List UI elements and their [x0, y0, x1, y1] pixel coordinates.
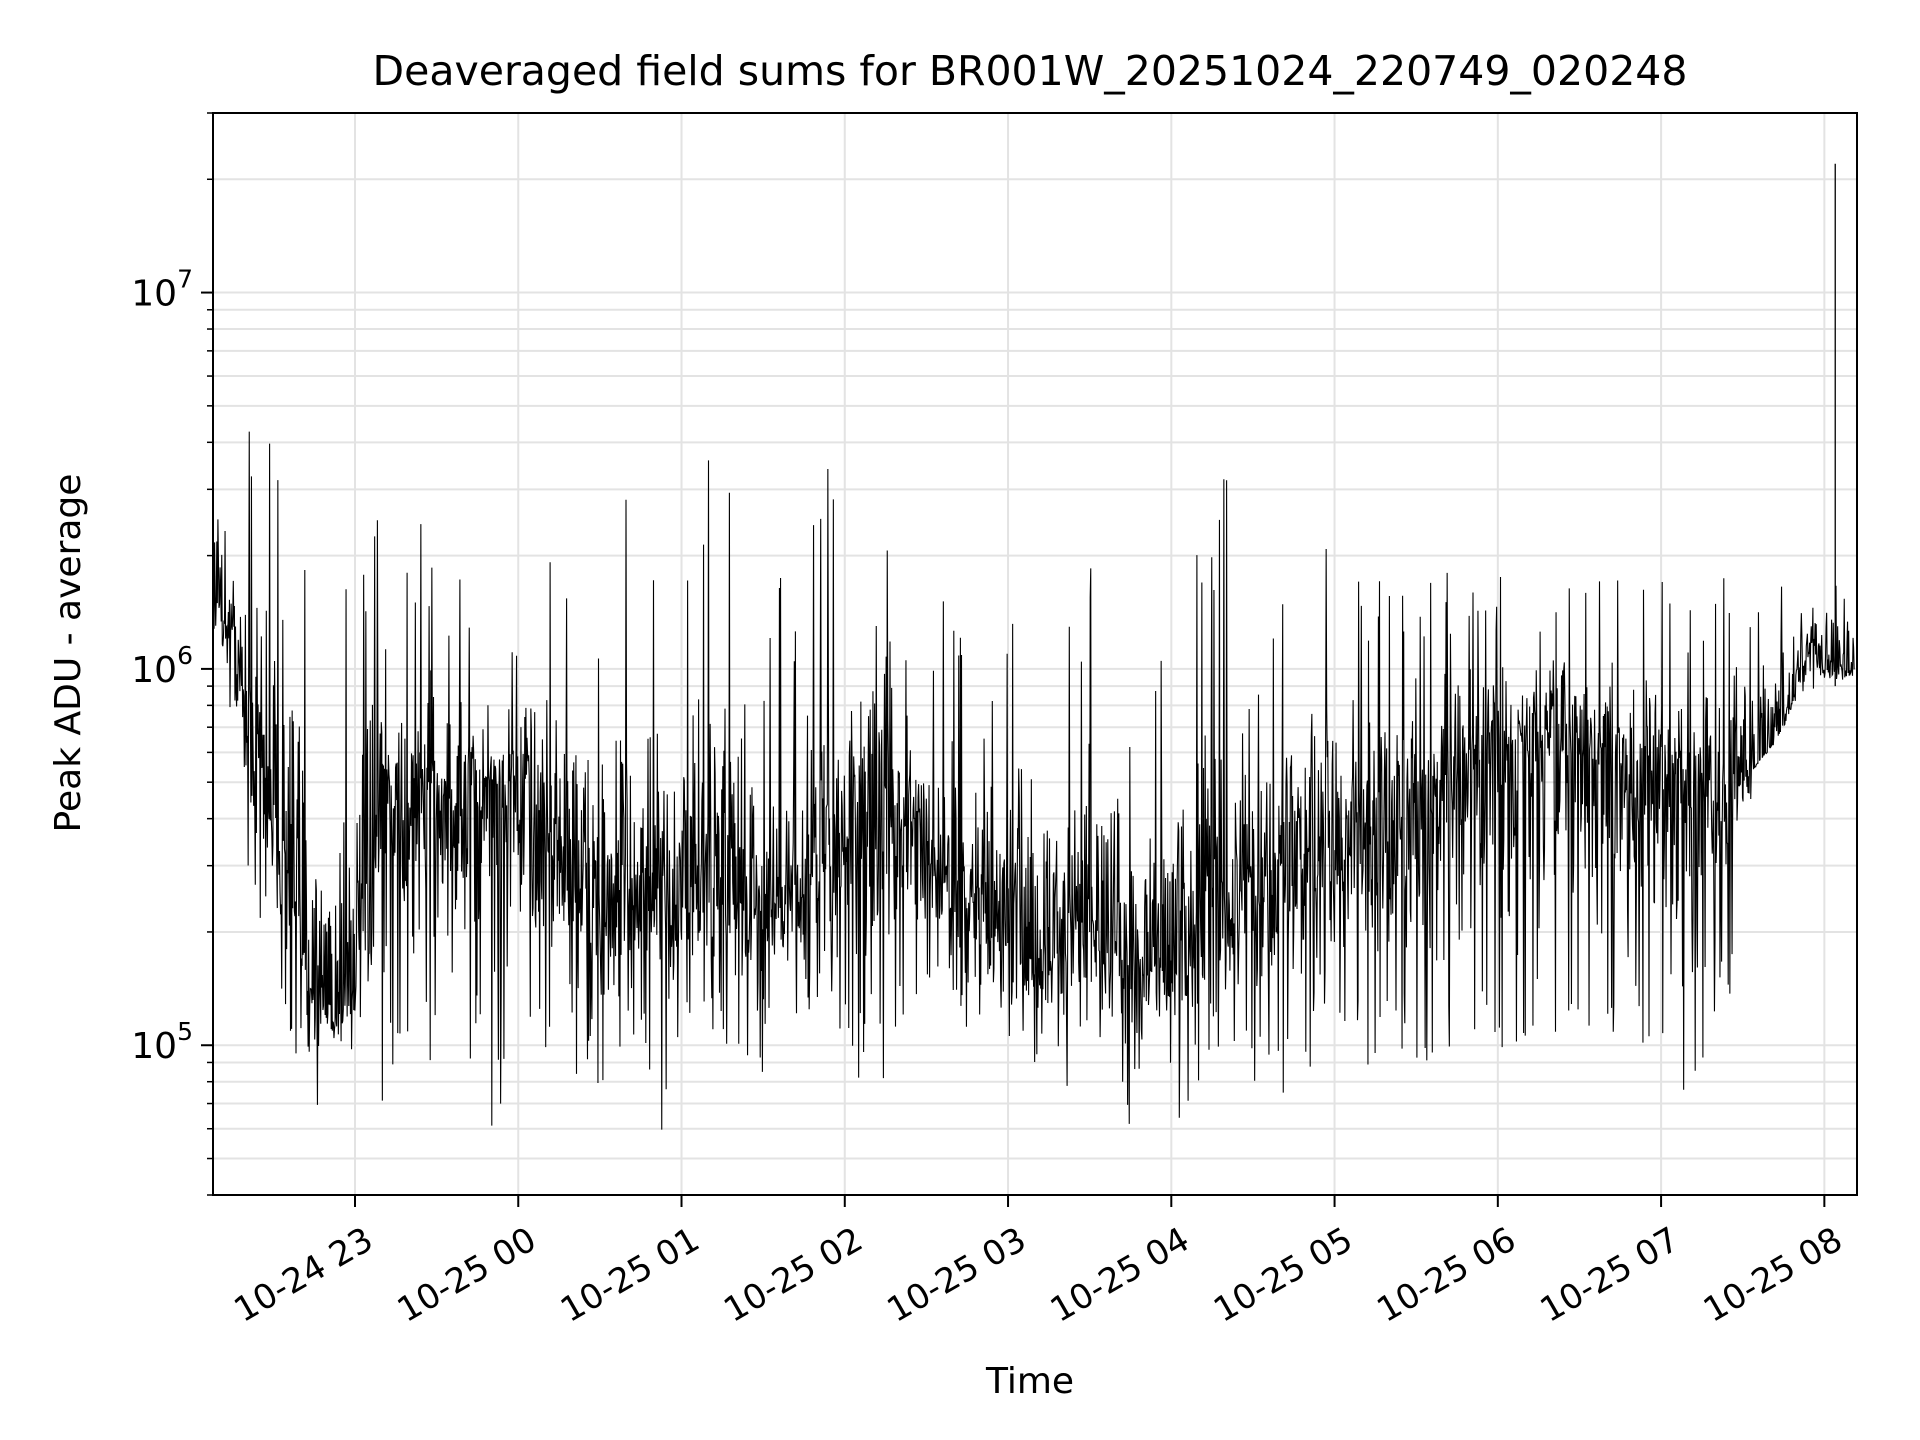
- y-tick-label: 105: [131, 1017, 193, 1067]
- plot-frame: [212, 112, 1858, 1196]
- x-axis-label: Time: [985, 1361, 1074, 1402]
- y-tick-label: 107: [131, 265, 193, 315]
- y-tick-label: 106: [131, 641, 193, 691]
- y-tick-base: 10: [131, 650, 177, 691]
- y-axis-label: Peak ADU - average: [48, 474, 89, 833]
- y-tick-exponent: 7: [177, 265, 193, 294]
- y-tick-exponent: 6: [177, 641, 193, 670]
- y-tick-base: 10: [131, 274, 177, 315]
- y-tick-base: 10: [131, 1026, 177, 1067]
- data-series: [213, 163, 1855, 1130]
- y-tick-exponent: 5: [177, 1017, 193, 1046]
- data-line: [213, 431, 1855, 1130]
- chart-title: Deaveraged field sums for BR001W_2025102…: [373, 47, 1688, 95]
